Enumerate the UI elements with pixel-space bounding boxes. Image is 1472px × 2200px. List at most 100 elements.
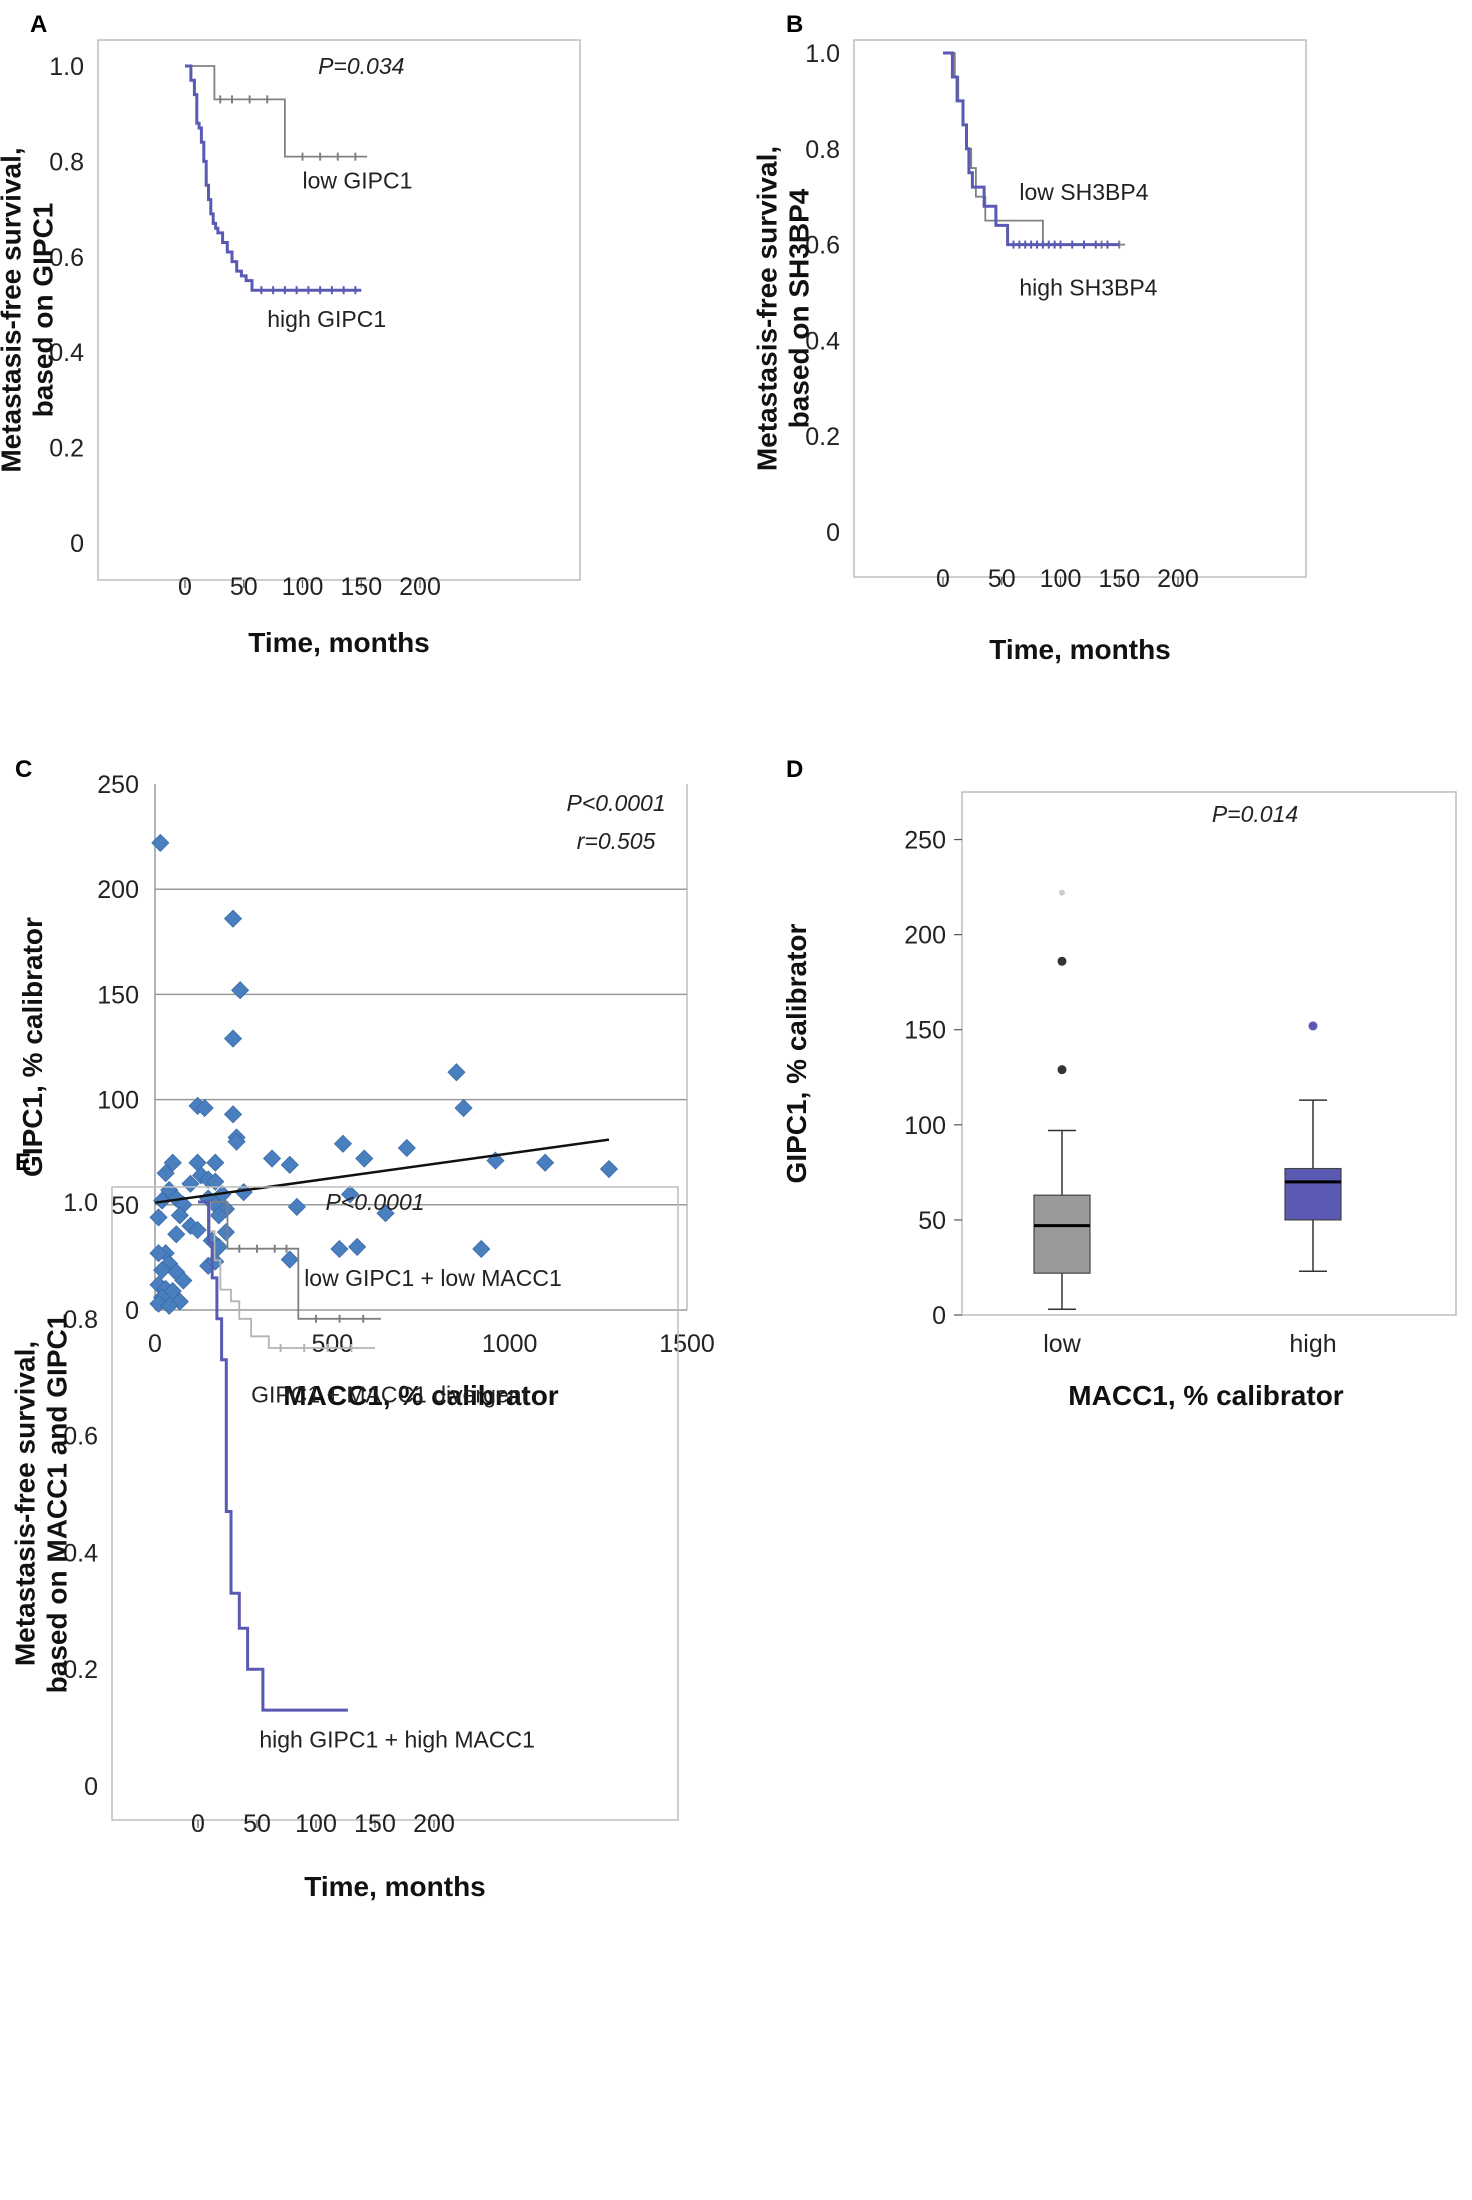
c-data-point xyxy=(167,1225,186,1244)
c-data-point xyxy=(216,1199,235,1219)
b-panel-label: B xyxy=(786,11,803,38)
e-xtick-label: 50 xyxy=(243,1810,271,1838)
e-series-label: low GIPC1 + low MACC1 xyxy=(304,1265,562,1291)
c-data-point xyxy=(536,1153,555,1172)
c-data-point xyxy=(330,1239,349,1259)
a-x-axis-label: Time, months xyxy=(248,627,430,658)
e-xtick-label: 100 xyxy=(295,1810,337,1838)
d-panel-label: D xyxy=(786,756,803,783)
b-y-axis-label-line: Metastasis-free survival, xyxy=(751,146,782,471)
a-series-label: high GIPC1 xyxy=(267,306,386,332)
e-y-axis-label: Metastasis-free survival,based on MACC1 … xyxy=(9,1314,72,1694)
e-series-label: high GIPC1 + high MACC1 xyxy=(259,1726,535,1752)
c-data-point xyxy=(287,1197,306,1216)
c-panel-label: C xyxy=(15,756,32,783)
a-panel-label: A xyxy=(30,11,47,38)
a-ytick-label: 0 xyxy=(70,530,84,558)
panel-b: B 0 0.2 0.4 0.6 0.8 1.0 0 50 100 150 200 Time, month… xyxy=(751,11,1307,665)
c-ytick-label: 100 xyxy=(97,1087,139,1115)
b-ytick-label: 1.0 xyxy=(805,40,840,68)
panel-c: C 0 50 100 150 200 250 0 500 1000 1500 MACC1, % cal… xyxy=(15,756,715,1411)
e-ytick-label: 0.8 xyxy=(63,1306,98,1334)
c-data-point xyxy=(355,1149,374,1168)
c-data-point xyxy=(280,1250,299,1269)
c-data-point xyxy=(376,1204,395,1223)
c-xtick-label: 1500 xyxy=(659,1330,715,1358)
e-series-line xyxy=(198,1201,375,1349)
b-y-axis-label: Metastasis-free survival,based on SH3BP4 xyxy=(751,146,814,471)
a-xtick-label: 50 xyxy=(230,573,258,601)
a-series-line xyxy=(185,64,362,292)
c-data-point xyxy=(174,1271,193,1290)
d-x-axis-label: MACC1, % calibrator xyxy=(1068,1380,1343,1411)
e-xtick-label: 200 xyxy=(413,1810,455,1838)
c-xtick-label: 0 xyxy=(148,1330,162,1358)
c-data-point xyxy=(216,1223,235,1242)
e-y-axis-label-line: Metastasis-free survival, xyxy=(9,1341,40,1666)
d-category-label: high xyxy=(1289,1330,1336,1358)
e-xtick-label: 150 xyxy=(354,1810,396,1838)
c-data-point xyxy=(231,981,250,1000)
b-series-label: high SH3BP4 xyxy=(1019,275,1157,301)
c-data-point xyxy=(262,1149,282,1168)
a-xtick-label: 200 xyxy=(399,573,441,601)
c-x-axis-label: MACC1, % calibrator xyxy=(283,1380,558,1411)
b-xtick-label: 150 xyxy=(1098,565,1140,593)
e-ytick-label: 0 xyxy=(84,1773,98,1801)
d-category-label: low xyxy=(1043,1330,1081,1358)
c-annotation: r=0.505 xyxy=(577,828,656,854)
d-outlier xyxy=(1057,1065,1067,1075)
d-ytick-label: 50 xyxy=(918,1207,946,1235)
c-ytick-label: 0 xyxy=(125,1297,139,1325)
e-ytick-label: 0.4 xyxy=(63,1539,98,1567)
a-ytick-label: 0.4 xyxy=(49,339,84,367)
c-data-point xyxy=(209,1206,228,1225)
c-ytick-label: 50 xyxy=(111,1192,139,1220)
e-series-line xyxy=(198,1200,348,1712)
b-xtick-label: 0 xyxy=(936,565,950,593)
b-xtick-label: 200 xyxy=(1157,565,1199,593)
e-series-label: GIPC1 + MACC1 divergent xyxy=(251,1382,528,1408)
c-data-point xyxy=(149,1208,168,1227)
b-series-label: low SH3BP4 xyxy=(1019,179,1148,205)
e-xtick-label: 0 xyxy=(191,1810,205,1838)
d-ytick-label: 100 xyxy=(904,1112,946,1140)
d-box xyxy=(1033,1194,1091,1274)
c-data-point xyxy=(188,1220,207,1240)
c-xtick-label: 500 xyxy=(311,1330,353,1358)
c-data-point xyxy=(333,1134,353,1153)
b-ytick-label: 0.6 xyxy=(805,232,840,260)
panel-a: A 0 0.2 0.4 0.6 0.8 1.0 0 50 100 150 200 Time, month… xyxy=(0,11,581,658)
a-y-axis-label-line: based on GIPC1 xyxy=(28,203,59,418)
b-ytick-label: 0 xyxy=(826,519,840,547)
a-series-label: low GIPC1 xyxy=(303,167,413,193)
e-frame xyxy=(111,1186,679,1821)
d-ytick-label: 250 xyxy=(904,827,946,855)
c-annotation: P<0.0001 xyxy=(567,790,666,816)
e-ytick-label: 1.0 xyxy=(63,1189,98,1217)
e-p-value: P<0.0001 xyxy=(325,1189,424,1215)
b-y-axis-label-line: based on SH3BP4 xyxy=(784,188,815,428)
a-ytick-label: 0.2 xyxy=(49,435,84,463)
b-xtick-label: 50 xyxy=(988,565,1016,593)
c-ytick-label: 250 xyxy=(97,771,139,799)
c-xtick-label: 1000 xyxy=(482,1330,538,1358)
b-ytick-label: 0.4 xyxy=(805,327,840,355)
c-data-point xyxy=(397,1138,416,1158)
e-series-line xyxy=(198,1201,381,1320)
c-data-point xyxy=(447,1063,466,1082)
c-data-point xyxy=(149,1294,168,1313)
d-outlier xyxy=(1057,956,1067,966)
panel-d: D 0 50 100 150 200 250 GIPC1, % calibrator MACC1… xyxy=(781,756,1457,1411)
b-ytick-label: 0.2 xyxy=(805,423,840,451)
e-ytick-label: 0.6 xyxy=(63,1423,98,1451)
d-p-value: P=0.014 xyxy=(1212,801,1298,827)
b-x-axis-label: Time, months xyxy=(989,634,1171,665)
d-box xyxy=(1284,1167,1342,1221)
e-x-axis-label: Time, months xyxy=(304,1871,486,1902)
e-ytick-label: 0.2 xyxy=(63,1656,98,1684)
a-xtick-label: 150 xyxy=(340,573,382,601)
c-data-point xyxy=(160,1296,179,1315)
c-data-point xyxy=(223,909,243,928)
